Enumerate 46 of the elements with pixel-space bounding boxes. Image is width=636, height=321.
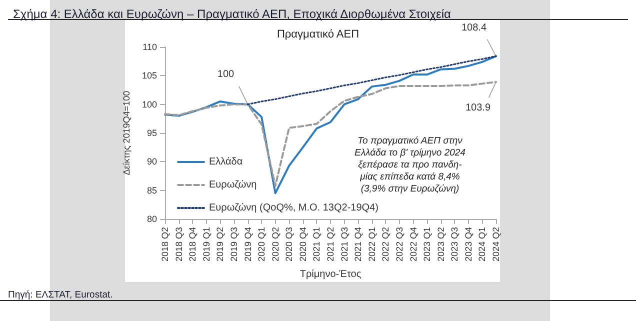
x-tick-label: 2018 Q4 <box>188 227 198 262</box>
annotation: 100 <box>217 68 235 80</box>
x-tick-label: 2019 Q3 <box>228 227 239 262</box>
text: Πηγή: ΕΛΣΤΑΤ, Eurostat. <box>8 290 113 300</box>
x-tick-label: 2021 Q3 <box>339 227 350 262</box>
x-tick-label: 2023 Q3 <box>450 227 460 262</box>
x-tick-label: 2018 Q3 <box>174 227 184 262</box>
x-tick-label: 2020 Q4 <box>298 227 308 262</box>
x-tick-label: 2021 Q2 <box>326 227 336 262</box>
x-tick-label: 2020 Q3 <box>284 227 294 262</box>
chart-subtitle: Πραγματικό ΑΕΠ <box>276 28 360 40</box>
x-tick-label: 2024 Q1 <box>477 227 488 262</box>
chart-title: Σχήμα 4: Ελλάδα και Ευρωζώνη – Πραγματικό ΑΕΠ, Εποχικά Διορθωμένα Στοιχεία <box>13 7 452 21</box>
x-axis-title: Τρίμηνο-Έτος <box>300 268 362 280</box>
legend-label: Ευρωζώνη <box>209 180 257 190</box>
x-tick-label: 2023 Q4 <box>463 227 474 262</box>
x-tick-label: 2023 Q1 <box>422 227 432 262</box>
y-tick-label: 110 <box>142 42 157 52</box>
x-tick-label: 2021 Q1 <box>312 227 322 262</box>
y-axis-title: Δείκτης 2019Q4=100 <box>122 90 132 176</box>
annotation: 108.4 <box>461 22 487 34</box>
x-tick-label: 2019 Q2 <box>215 227 226 262</box>
line-series <box>164 55 497 194</box>
x-tick-label: 2020 Q1 <box>256 227 267 262</box>
annotation: Το πραγματικό ΑΕΠ στην Ελλάδα το β' τρίμηνο 2024 ξεπέρασε τα προ πανδη- μίας επίπεδα κατά 8,4% (3,9% στην Ευρωζώνη) <box>354 136 466 194</box>
legend-label: Ευρωζώνη (QoQ%, Μ.Ο. 13Q2-19Q4) <box>209 202 378 214</box>
x-tick-label: 2022 Q4 <box>408 227 418 262</box>
line-series <box>246 55 497 106</box>
x-tick-label: 2022 Q3 <box>394 227 404 262</box>
y-tick-label: 100 <box>142 99 157 110</box>
x-tick-label: 2019 Q1 <box>201 227 212 262</box>
legend-label: Ελλάδα <box>209 156 243 168</box>
y-tick-label: 80 <box>146 214 157 224</box>
x-tick-label: 2018 Q2 <box>160 227 170 262</box>
x-tick-label: 2024 Q2 <box>491 227 501 262</box>
y-tick-label: 95 <box>146 128 157 138</box>
annotation: 103.9 <box>465 102 491 114</box>
x-tick-label: 2022 Q2 <box>380 227 391 262</box>
y-tick-label: 85 <box>146 185 157 196</box>
x-tick-label: 2020 Q2 <box>270 227 280 262</box>
y-tick-label: 90 <box>146 156 157 167</box>
x-tick-label: 2023 Q2 <box>436 227 446 262</box>
y-tick-label: 105 <box>142 70 157 81</box>
x-tick-label: 2019 Q4 <box>242 227 253 262</box>
x-tick-label: 2021 Q4 <box>353 227 364 262</box>
x-tick-label: 2022 Q1 <box>366 227 377 262</box>
